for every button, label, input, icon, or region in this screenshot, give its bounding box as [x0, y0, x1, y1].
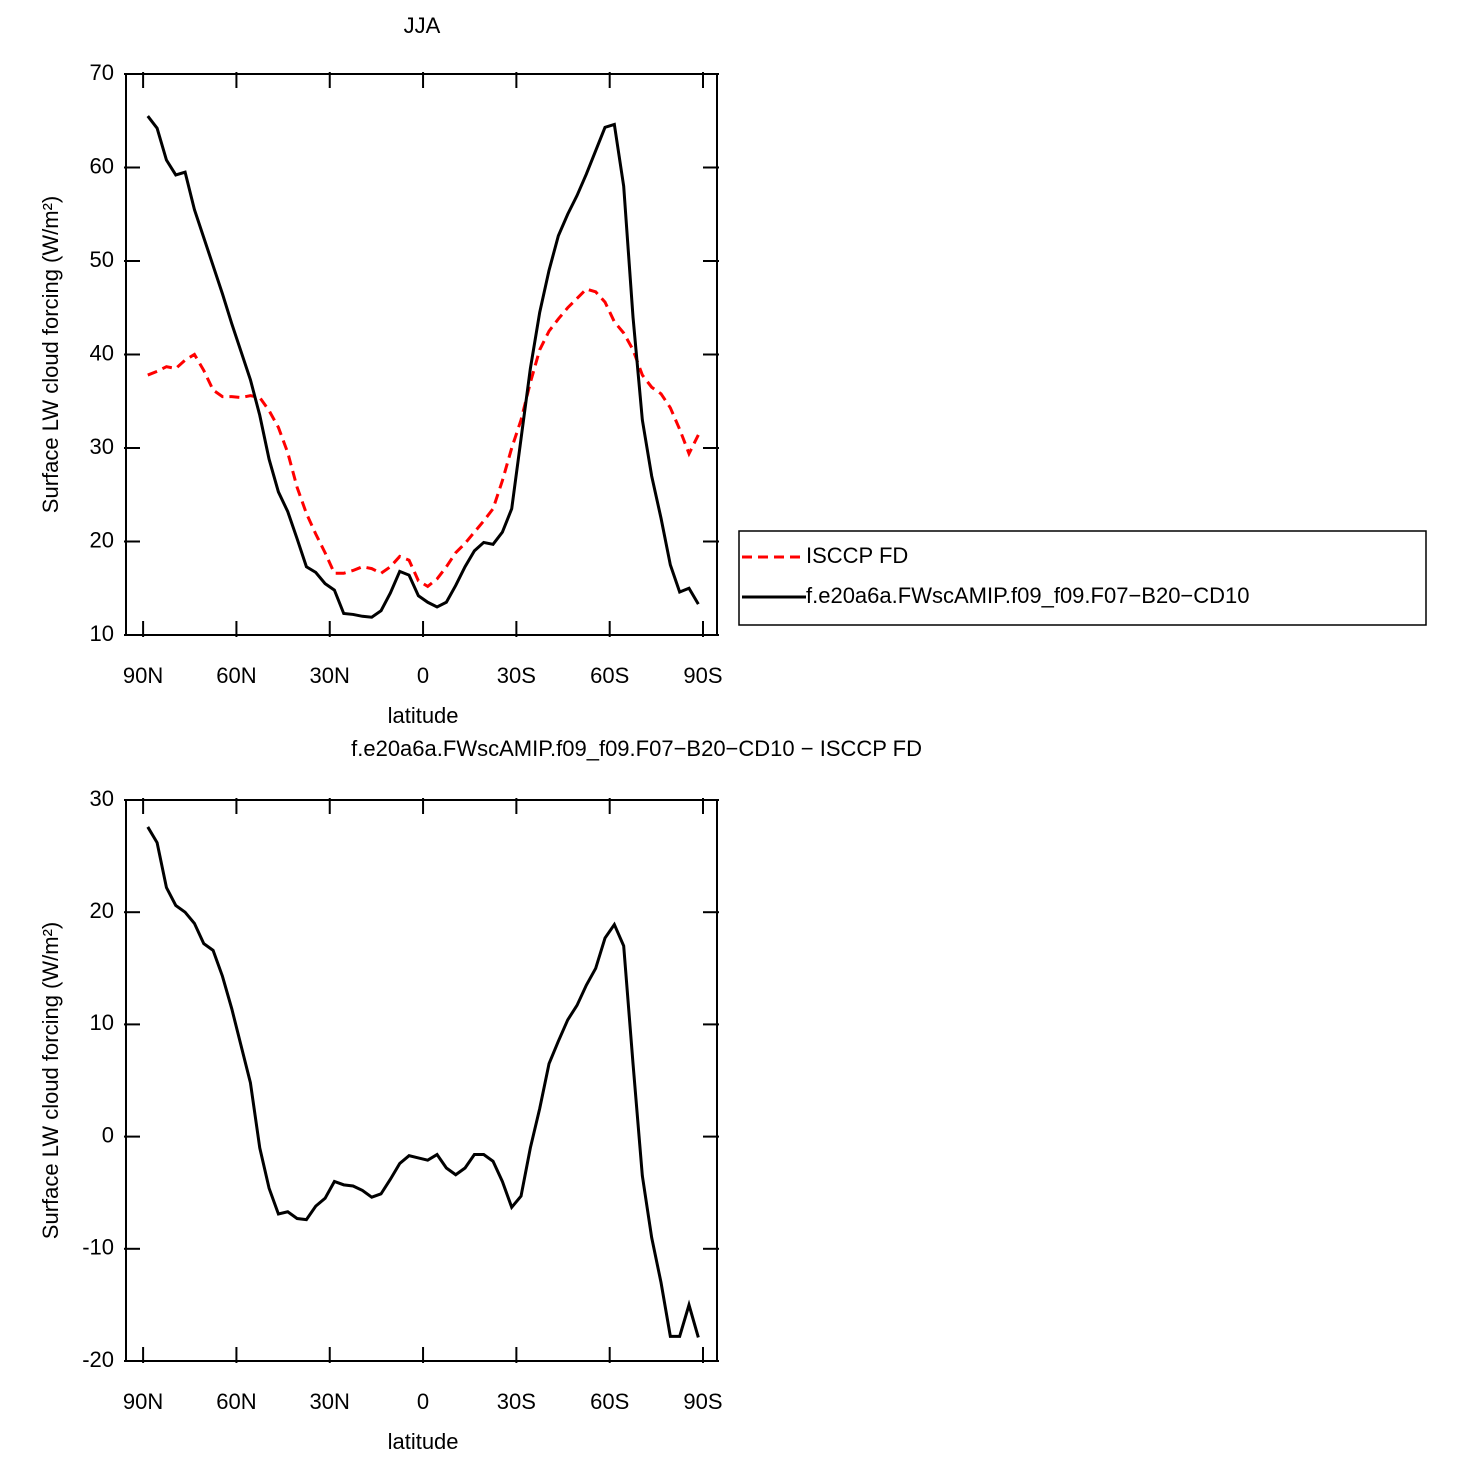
y-tick-label: 10: [90, 621, 114, 646]
x-tick-label: 30N: [310, 663, 350, 688]
y-tick-label: 30: [90, 786, 114, 811]
y-axis-label: Surface LW cloud forcing (W/m²): [38, 922, 63, 1239]
y-tick-label: 40: [90, 340, 114, 365]
y-tick-label: 70: [90, 60, 114, 85]
x-tick-label: 90S: [683, 663, 722, 688]
x-tick-label: 90N: [123, 1389, 163, 1414]
x-tick-label: 60N: [216, 1389, 256, 1414]
chart-title: JJA: [404, 13, 441, 38]
y-tick-label: -20: [82, 1347, 114, 1372]
x-axis-label: latitude: [388, 1429, 459, 1454]
legend-box: [738, 530, 1427, 626]
y-tick-label: 30: [90, 434, 114, 459]
x-tick-label: 90N: [123, 663, 163, 688]
x-tick-label: 30N: [310, 1389, 350, 1414]
y-tick-label: 0: [102, 1122, 114, 1147]
x-tick-label: 0: [417, 1389, 429, 1414]
x-tick-label: 30S: [497, 1389, 536, 1414]
x-tick-label: 30S: [497, 663, 536, 688]
legend-label: ISCCP FD: [806, 543, 908, 568]
data-line: [146, 115, 700, 619]
x-tick-label: 60N: [216, 663, 256, 688]
x-tick-label: 90S: [683, 1389, 722, 1414]
legend-label: f.e20a6a.FWscAMIP.f09_f09.F07−B20−CD10: [806, 583, 1250, 608]
y-tick-label: -10: [82, 1235, 114, 1260]
y-tick-label: 20: [90, 898, 114, 923]
plot-frame: [125, 799, 718, 1362]
y-axis-label: Surface LW cloud forcing (W/m²): [38, 196, 63, 513]
x-tick-label: 60S: [590, 1389, 629, 1414]
y-tick-label: 60: [90, 153, 114, 178]
plot-frame: [125, 73, 718, 636]
y-tick-label: 10: [90, 1010, 114, 1035]
x-tick-label: 60S: [590, 663, 629, 688]
y-tick-label: 20: [90, 527, 114, 552]
x-tick-label: 0: [417, 663, 429, 688]
y-tick-label: 50: [90, 247, 114, 272]
x-axis-label: latitude: [388, 703, 459, 728]
data-line: [147, 287, 700, 589]
data-line: [146, 826, 700, 1338]
chart-title: f.e20a6a.FWscAMIP.f09_f09.F07−B20−CD10 −…: [351, 736, 922, 761]
